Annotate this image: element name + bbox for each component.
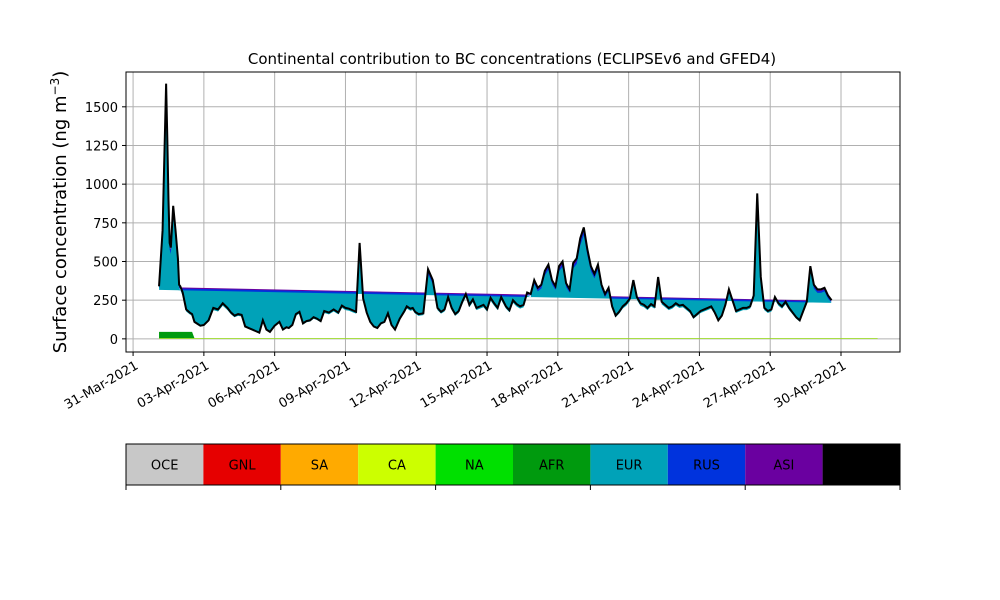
x-tick-label: 24-Apr-2021 (630, 358, 707, 411)
y-axis-label: Surface concentration (ng m−3) (48, 71, 71, 354)
y-tick-label: 500 (93, 256, 118, 271)
legend-swatch-sa (280, 444, 359, 485)
legend-swatch-rus (667, 444, 746, 485)
gridlines (126, 72, 900, 352)
legend-label-eur: EUR (616, 459, 643, 474)
legend-swatch-eur (590, 444, 668, 485)
legend-swatch-aus (822, 444, 900, 485)
legend-frame (125, 443, 901, 486)
legend-label-sa: SA (311, 459, 328, 474)
y-tick-label: 250 (93, 294, 118, 309)
legend-label-ca: CA (388, 459, 406, 474)
legend-label-asi: ASI (773, 459, 794, 474)
legend-swatch-gnl (203, 444, 281, 485)
stacked-areas (158, 83, 878, 339)
legend-label-rus: RUS (693, 459, 720, 474)
legend-label-aus: AUS (848, 459, 875, 474)
legend-swatch-na (435, 444, 513, 485)
x-tick-label: 09-Apr-2021 (276, 358, 353, 411)
x-tick-label: 18-Apr-2021 (489, 358, 566, 411)
x-tick-label: 30-Apr-2021 (772, 358, 849, 411)
y-axis-label-exponent: −3 (48, 78, 62, 96)
legend-swatch-oce (126, 444, 204, 485)
x-tick-label: 21-Apr-2021 (560, 358, 637, 411)
legend-label-oce: OCE (151, 459, 179, 474)
x-tick-label: 15-Apr-2021 (418, 358, 495, 411)
x-tick-label: 06-Apr-2021 (206, 358, 283, 411)
legend: OCE GNL SA CA NA AFR EUR RUS ASI AUS (125, 443, 901, 490)
area-eur (159, 101, 832, 334)
y-tick-label: 750 (93, 217, 118, 232)
y-tick-label: 1000 (85, 178, 118, 193)
y-tick-label: 1250 (85, 139, 118, 154)
x-tick-label: 12-Apr-2021 (347, 358, 424, 411)
x-tick-label: 31-Mar-2021 (62, 358, 141, 412)
axes: 0 250 500 750 1000 1250 1500 31-Mar-202103-Apr-… (62, 71, 901, 413)
area-aus-outline (158, 83, 833, 335)
x-tick-label: 27-Apr-2021 (701, 358, 778, 411)
legend-swatch-ca (358, 444, 436, 485)
legend-label-na: NA (465, 459, 484, 474)
y-axis-label-main: Surface concentration (ng m (50, 95, 71, 353)
legend-swatch-afr (513, 444, 591, 485)
legend-label-gnl: GNL (229, 459, 257, 474)
plot-frame (125, 71, 901, 353)
y-tick-label: 0 (110, 333, 118, 348)
y-tick-label: 1500 (85, 101, 118, 116)
legend-label-afr: AFR (539, 459, 564, 474)
x-tick-label: 03-Apr-2021 (135, 358, 212, 411)
chart-title: Continental contribution to BC concentra… (248, 50, 776, 68)
legend-swatch-asi (745, 444, 823, 485)
y-axis-label-close: ) (50, 71, 71, 78)
